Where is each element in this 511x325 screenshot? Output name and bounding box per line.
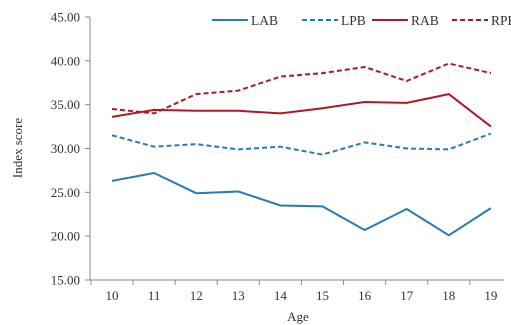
y-tick-label: 40.00 — [51, 53, 80, 68]
x-tick-label: 11 — [148, 288, 161, 303]
y-tick-label: 20.00 — [51, 229, 80, 244]
y-tick-label: 45.00 — [51, 10, 80, 25]
x-tick-label: 10 — [106, 288, 119, 303]
y-tick-label: 30.00 — [51, 141, 80, 156]
legend-label-rpb: RPB — [491, 13, 511, 28]
y-tick-label: 15.00 — [51, 273, 80, 288]
x-tick-label: 17 — [400, 288, 414, 303]
legend: LAB LPB RAB RPB — [212, 13, 511, 28]
x-axis-title: Age — [287, 309, 309, 324]
y-tick-label: 25.00 — [51, 185, 80, 200]
y-tick-label: 35.00 — [51, 97, 80, 112]
axes — [89, 17, 504, 281]
series-line-rab — [111, 93, 492, 128]
x-tick-label: 14 — [274, 288, 288, 303]
legend-label-lab: LAB — [251, 13, 278, 28]
x-ticks: 10 11 12 13 14 15 16 17 18 19 — [90, 280, 497, 303]
x-tick-label: 18 — [442, 288, 455, 303]
series-layer — [111, 62, 492, 237]
legend-label-lpb: LPB — [341, 13, 366, 28]
series-line-lab — [111, 172, 492, 237]
y-ticks: 15.00 20.00 25.00 30.00 35.00 40.00 45.00 — [51, 10, 90, 288]
x-tick-label: 15 — [316, 288, 329, 303]
x-tick-label: 12 — [190, 288, 203, 303]
x-tick-label: 19 — [484, 288, 497, 303]
x-tick-label: 16 — [358, 288, 372, 303]
legend-label-rab: RAB — [411, 13, 439, 28]
y-axis-title: Index score — [10, 118, 25, 179]
series-line-lpb — [111, 132, 492, 156]
series-line-rpb — [111, 62, 492, 115]
x-tick-label: 13 — [232, 288, 245, 303]
